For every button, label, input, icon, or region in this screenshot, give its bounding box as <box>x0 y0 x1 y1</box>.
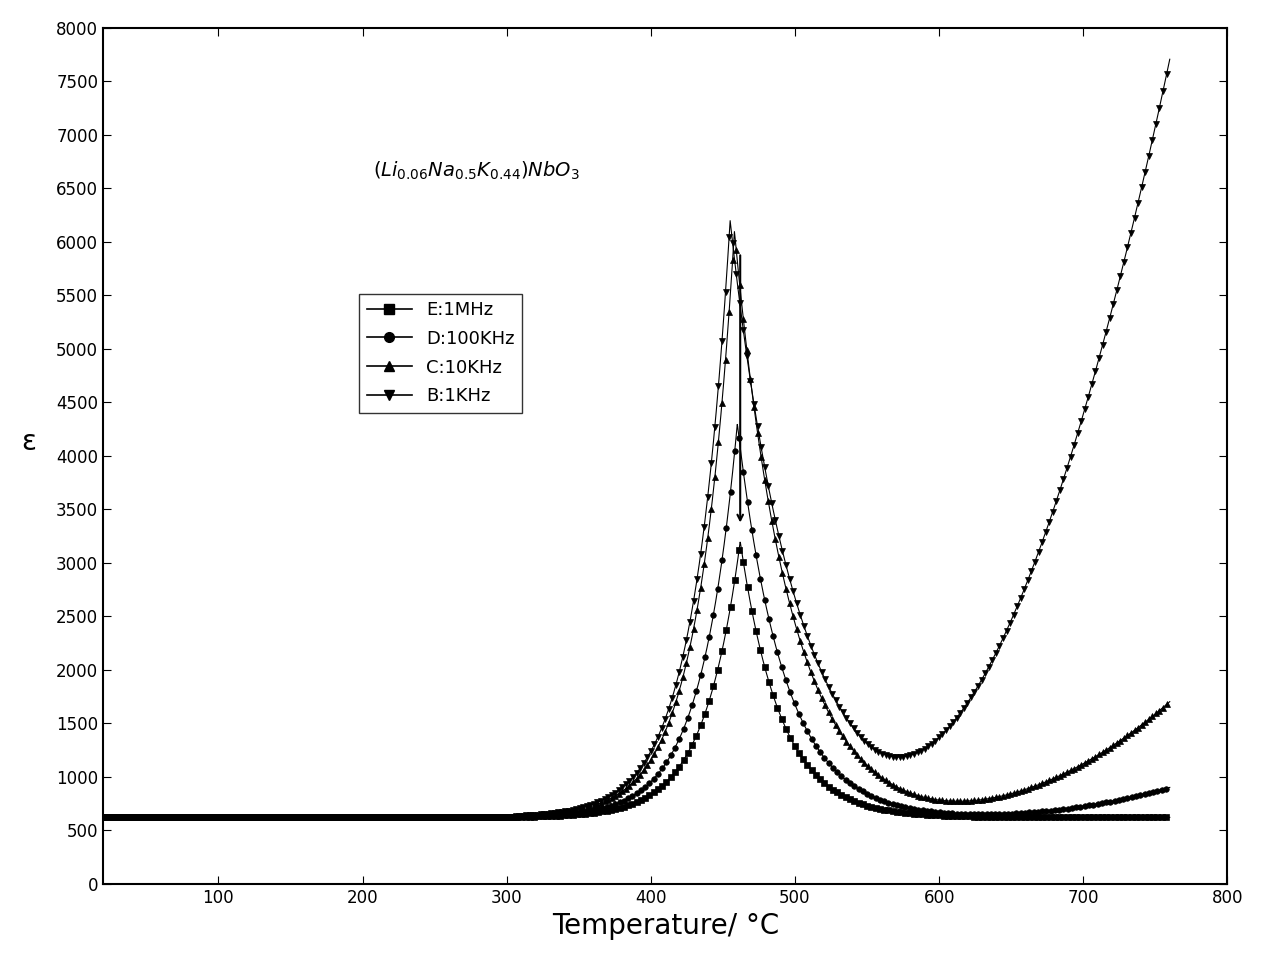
X-axis label: Temperature/ °C: Temperature/ °C <box>551 912 779 940</box>
Text: $(Li_{0.06}Na_{0.5}K_{0.44})NbO_3$: $(Li_{0.06}Na_{0.5}K_{0.44})NbO_3$ <box>373 160 580 182</box>
Y-axis label: ε: ε <box>20 428 35 456</box>
Legend: E:1MHz, D:100KHz, C:10KHz, B:1KHz: E:1MHz, D:100KHz, C:10KHz, B:1KHz <box>359 294 522 412</box>
